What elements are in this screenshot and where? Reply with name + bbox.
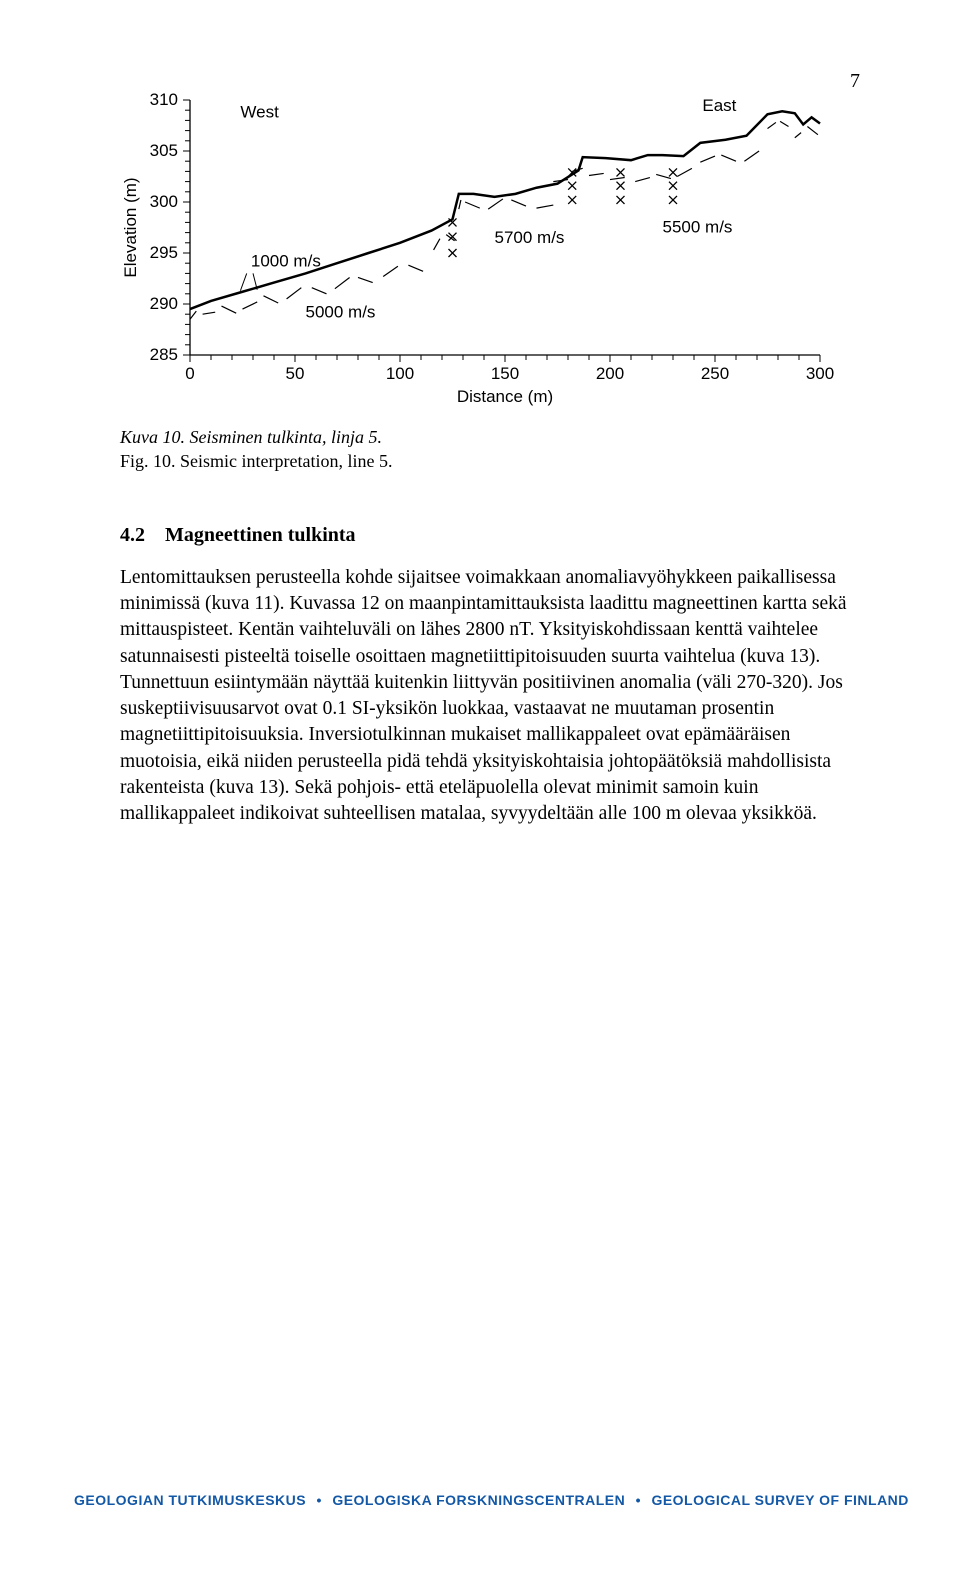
footer-text: GEOLOGIAN TUTKIMUSKESKUS • GEOLOGISKA FO… [74,1492,909,1508]
svg-text:150: 150 [491,364,519,383]
footer-sep: • [317,1492,322,1508]
caption-en: Fig. 10. Seismic interpretation, line 5. [120,451,392,471]
svg-text:300: 300 [150,192,178,211]
chart-svg: 0 50 100 150 200 250 300 285 290 295 300 305 310 Dist… [120,90,840,410]
footer-org2: GEOLOGISKA FORSKNINGSCENTRALEN [332,1492,625,1508]
svg-text:5000 m/s: 5000 m/s [306,302,376,321]
svg-text:295: 295 [150,243,178,262]
page-number: 7 [850,70,860,93]
svg-text:East: East [702,96,736,115]
caption-fi: Kuva 10. Seisminen tulkinta, linja 5. [120,427,382,447]
svg-text:200: 200 [596,364,624,383]
page-footer: GTK GEOLOGIAN TUTKIMUSKESKUS • GEOLOGISK… [60,1461,900,1539]
svg-text:290: 290 [150,294,178,313]
svg-text:Elevation (m): Elevation (m) [121,177,140,277]
svg-text:285: 285 [150,345,178,364]
body-paragraph: Lentomittauksen perusteella kohde sijait… [120,565,865,828]
svg-text:Distance (m): Distance (m) [457,387,553,406]
footer-org3: GEOLOGICAL SURVEY OF FINLAND [651,1492,908,1508]
svg-text:West: West [240,102,279,121]
svg-text:1000 m/s: 1000 m/s [251,251,321,270]
figure-caption: Kuva 10. Seisminen tulkinta, linja 5. Fi… [120,425,865,474]
section-number: 4.2 [120,524,145,546]
svg-text:50: 50 [286,364,305,383]
section-heading: 4.2 Magneettinen tulkinta [120,524,865,547]
footer-sep: • [636,1492,641,1508]
svg-text:0: 0 [185,364,194,383]
seismic-profile-chart: 0 50 100 150 200 250 300 285 290 295 300 305 310 Dist… [120,90,865,415]
section-title: Magneettinen tulkinta [165,524,356,546]
svg-text:300: 300 [806,364,834,383]
svg-text:305: 305 [150,141,178,160]
svg-text:5700 m/s: 5700 m/s [495,228,565,247]
svg-text:250: 250 [701,364,729,383]
svg-text:5500 m/s: 5500 m/s [663,218,733,237]
footer-org1: GEOLOGIAN TUTKIMUSKESKUS [74,1492,306,1508]
svg-text:100: 100 [386,364,414,383]
svg-text:310: 310 [150,90,178,109]
